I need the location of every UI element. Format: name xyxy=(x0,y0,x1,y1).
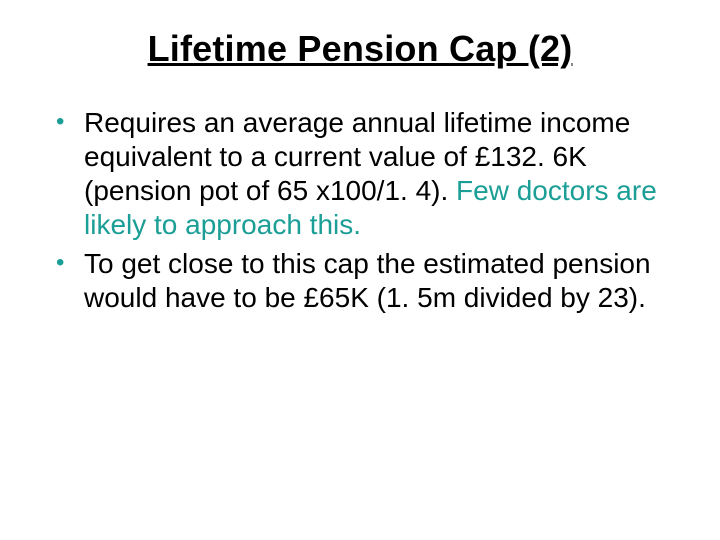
list-item: To get close to this cap the estimated p… xyxy=(56,247,664,315)
list-item: Requires an average annual lifetime inco… xyxy=(56,106,664,243)
bullet-text-pre: To get close to this cap the estimated p… xyxy=(84,248,651,313)
slide-title: Lifetime Pension Cap (2) xyxy=(48,28,672,70)
bullet-list: Requires an average annual lifetime inco… xyxy=(48,106,672,315)
slide-container: Lifetime Pension Cap (2) Requires an ave… xyxy=(0,0,720,540)
